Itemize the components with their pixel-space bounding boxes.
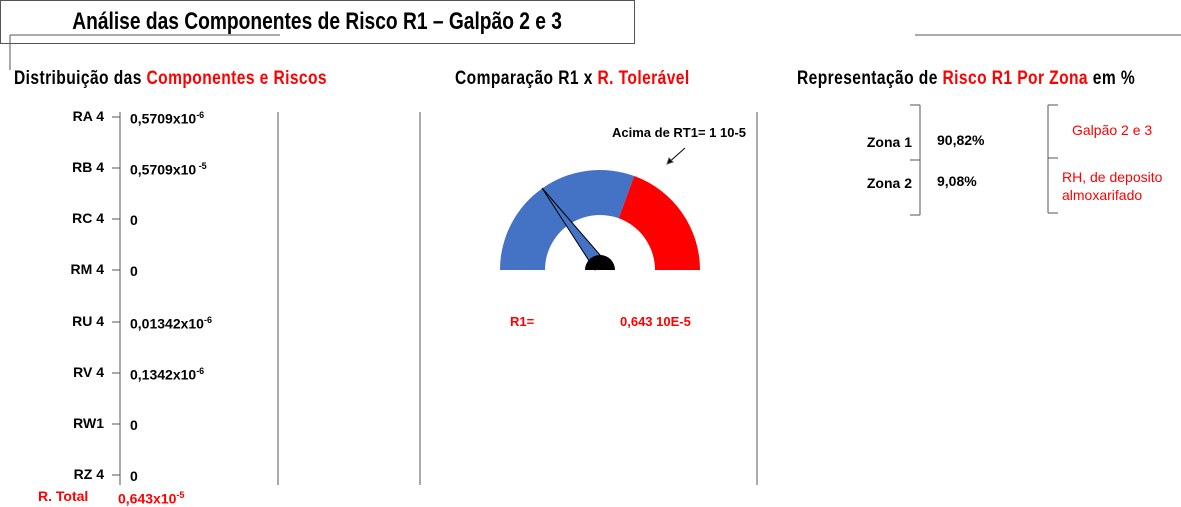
exponent: -6 <box>196 366 205 376</box>
value: 0 <box>130 212 138 228</box>
title: Análise das Componentes de Risco R1 – Ga… <box>72 8 563 35</box>
exponent: -5 <box>196 161 207 171</box>
value: 0,5709x10 <box>130 161 197 178</box>
value: 0,643x10 <box>118 490 177 507</box>
component-label: RA 4 <box>72 108 104 124</box>
component-label: RB 4 <box>72 159 104 175</box>
component-label: RM 4 <box>70 261 104 277</box>
value: 0,5709x10 <box>130 110 197 127</box>
zone-label: Zona 2 <box>866 175 912 191</box>
exponent: -6 <box>203 315 212 325</box>
component-value: 0,5709x10 -5 <box>130 161 207 178</box>
zone-value: 9,08% <box>937 173 977 189</box>
gauge <box>500 169 700 271</box>
component-value: 0 <box>130 212 138 228</box>
value: 0 <box>130 468 138 484</box>
zone-label: Zona 1 <box>866 134 912 150</box>
component-value: 0,1342x10-6 <box>130 366 204 383</box>
value: 0,1342x10 <box>130 366 197 383</box>
heading-highlight: Risco R1 Por Zona <box>942 68 1089 89</box>
component-value: 0,01342x10-6 <box>130 315 212 332</box>
heading-text: em % <box>1088 68 1136 89</box>
value: 0,01342x10 <box>130 315 204 332</box>
component-value: 0 <box>130 468 138 484</box>
component-label: RC 4 <box>72 210 104 226</box>
exponent: -5 <box>176 490 185 500</box>
component-value: 0 <box>130 263 138 279</box>
note: RH, de deposito almoxarifado <box>1062 169 1163 203</box>
component-value: 0 <box>130 417 138 433</box>
result-label: R1= <box>510 314 535 329</box>
component-label: RU 4 <box>72 313 104 329</box>
heading-highlight: R. Tolerável <box>597 68 690 89</box>
zone-value: 90,82% <box>937 132 985 148</box>
result-value: 0,643 10E-5 <box>620 314 691 329</box>
component-value: 0,5709x10-6 <box>130 110 204 127</box>
title-box: Análise das Componentes de Risco R1 – Ga… <box>0 0 635 44</box>
component-label: RV 4 <box>73 364 104 380</box>
heading-text: Representação de <box>797 68 943 89</box>
section-title: Comparação R1 x R. Tolerável <box>455 68 690 90</box>
value: 0 <box>130 263 138 279</box>
total-value: 0,643x10-5 <box>118 490 184 507</box>
total-label: R. Total <box>38 488 89 504</box>
value: 0 <box>130 417 138 433</box>
section-title: Distribuição das Componentes e Riscos <box>14 68 327 90</box>
heading-highlight: Componentes e Riscos <box>146 68 328 89</box>
gauge-annotation: Acima de RT1= 1 10-5 <box>612 125 747 140</box>
component-label: RZ 4 <box>73 466 104 482</box>
section-title: Representação de Risco R1 Por Zona em % <box>797 68 1135 90</box>
component-label: RW1 <box>73 415 104 431</box>
heading-text: Distribuição das <box>14 68 147 89</box>
note: Galpão 2 e 3 <box>1072 122 1153 138</box>
exponent: -6 <box>196 110 205 120</box>
heading-text: Comparação R1 x <box>455 68 598 89</box>
